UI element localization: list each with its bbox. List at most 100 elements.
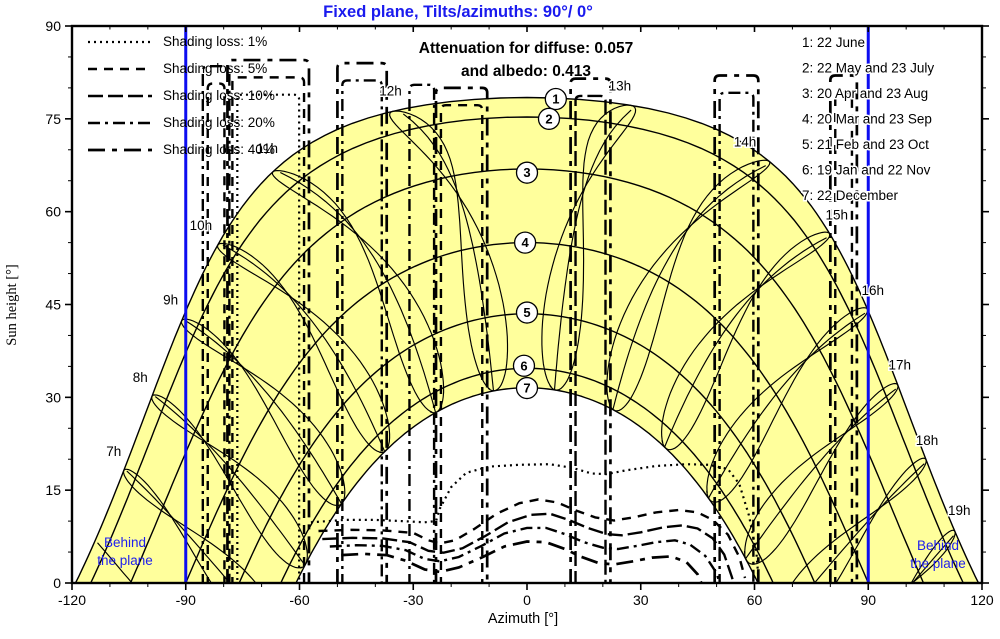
hour-line [222, 244, 386, 452]
annotation-diffuse: Attenuation for diffuse: 0.057 [419, 40, 633, 57]
date-marker-number: 7 [523, 381, 530, 396]
behind-plane-right-line1: Behind [917, 538, 959, 553]
shading-legend: Shading loss: 1% Shading loss: 5% Shading … [88, 34, 275, 157]
x-tick-label: 0 [523, 592, 531, 608]
hour-line [707, 312, 866, 499]
obstruction-outline [834, 91, 854, 583]
date-marker-number: 5 [523, 305, 530, 320]
hour-label: 13h [609, 78, 632, 93]
obstruction-outline [828, 74, 859, 583]
analemma-loop [122, 468, 257, 583]
hour-label: 15h [826, 208, 849, 223]
hour-lines-layer [97, 109, 954, 583]
date-legend-item: 2: 22 May and 23 July [802, 61, 934, 76]
hour-line [664, 237, 827, 448]
x-axis-label: Azimuth [°] [488, 611, 558, 627]
shading-contour [341, 540, 703, 583]
date-marker-number: 2 [545, 111, 552, 126]
legend-row: Shading loss: 5% [88, 61, 267, 76]
legend-label: Shading loss: 5% [163, 61, 267, 76]
analemma-loop [151, 394, 308, 569]
x-tick-label: 60 [747, 592, 763, 608]
y-tick-label: 15 [45, 482, 61, 498]
analemma-layer [122, 104, 956, 583]
obstruction-outline [718, 91, 755, 583]
hour-line [280, 171, 437, 413]
legend-row: Shading loss: 20% [88, 115, 275, 130]
x-tick-label: -60 [289, 592, 309, 608]
date-legend-item: 6: 19 Jan and 22 Nov [802, 163, 931, 178]
date-legend-item: 4: 20 Mar and 23 Sep [802, 112, 932, 127]
obstruction-outline [341, 79, 383, 583]
legend-row: Shading loss: 40% [88, 142, 275, 157]
x-tick-label: 120 [970, 592, 994, 608]
date-marker: 5 [515, 301, 539, 324]
analemma-loop [180, 318, 346, 507]
hour-label: 16h [862, 283, 885, 298]
date-marker: 2 [537, 107, 561, 130]
hour-labels: 7h 8h 9h 10h 11h 12h 13h 14h 15h 16h 17h 18h 19h [105, 77, 972, 520]
date-marker-circle [515, 161, 539, 184]
y-tick-label: 0 [53, 575, 61, 591]
legend-label: Shading loss: 40% [163, 142, 275, 157]
date-marker-circle [537, 107, 561, 130]
hour-label: 10h [190, 218, 213, 233]
date-marker: 7 [515, 376, 539, 400]
sun-path-curve [90, 116, 964, 583]
shading-contour [318, 498, 747, 579]
hour-label: 14h [734, 135, 757, 150]
analemma-loop [606, 159, 771, 412]
date-marker: 6 [512, 354, 536, 377]
obstruction-outline [439, 104, 484, 583]
hour-line [185, 320, 342, 505]
obstruction-outline [201, 65, 231, 583]
date-marker-number: 6 [520, 358, 527, 373]
date-legend-item: 1: 22 June [802, 35, 865, 50]
plane-limit-layer [184, 26, 870, 583]
shading-contour [329, 526, 721, 583]
x-tick-label: -30 [403, 592, 423, 608]
behind-plane-left-line2: the plane [97, 553, 153, 568]
hour-label: 19h [948, 503, 971, 518]
analemma-loop [706, 307, 869, 503]
legend-label: Shading loss: 1% [163, 34, 267, 49]
y-tick-label: 90 [45, 18, 61, 34]
date-marker: 3 [515, 161, 539, 184]
analemma-loop [271, 170, 445, 414]
obstruction-outline [408, 83, 436, 583]
x-tick-label: -90 [176, 592, 196, 608]
analemma-loop [743, 382, 899, 565]
hour-label: 12h [379, 83, 402, 98]
date-marker-circle [513, 231, 537, 254]
analemma-loop [216, 242, 391, 454]
date-marker: 1 [544, 87, 567, 111]
y-axis-label: Sun height [°] [4, 264, 20, 346]
x-tick-label: 30 [633, 592, 649, 608]
date-legend-item: 3: 20 Apr and 23 Aug [802, 86, 928, 101]
axis-ticks [65, 25, 989, 590]
date-legend-item: 5: 21 Feb and 23 Oct [802, 137, 929, 152]
shading-contour-layer [201, 58, 859, 583]
hour-label: 17h [888, 357, 911, 372]
date-marker: 4 [513, 231, 537, 254]
date-marker-circle [515, 301, 539, 324]
annotation-albedo: and albedo: 0.413 [461, 63, 591, 80]
hour-label: 18h [916, 433, 939, 448]
obstruction-outline [226, 58, 311, 583]
hour-label: 11h [257, 141, 279, 156]
obstruction-outline [206, 82, 226, 583]
hour-line [154, 396, 306, 566]
chart-title: Fixed plane, Tilts/azimuths: 90°/ 0° [323, 3, 593, 21]
obstruction-outline [569, 77, 612, 583]
date-marker-number: 4 [521, 235, 529, 250]
sun-path-curve [74, 96, 980, 583]
obstruction-outline [713, 74, 760, 583]
date-legend: 1: 22 June 2: 22 May and 23 July 3: 20 Apr… [801, 34, 936, 205]
legend-row: Shading loss: 1% [88, 34, 267, 49]
hour-label: 7h [106, 444, 121, 459]
hour-label: 9h [163, 293, 178, 308]
date-marker-circle [544, 87, 567, 111]
